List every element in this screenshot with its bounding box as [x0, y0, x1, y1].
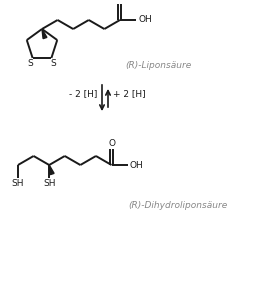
Text: - 2 [H]: - 2 [H]: [68, 89, 97, 98]
Text: (R)-Liponsäure: (R)-Liponsäure: [124, 61, 190, 70]
Text: OH: OH: [129, 160, 143, 170]
Text: SH: SH: [12, 179, 24, 188]
Text: (R)-Dihydroliponsäure: (R)-Dihydroliponsäure: [128, 200, 227, 209]
Polygon shape: [49, 165, 54, 175]
Text: OH: OH: [137, 16, 151, 25]
Text: O: O: [116, 0, 123, 3]
Text: O: O: [108, 138, 115, 147]
Text: SH: SH: [43, 179, 55, 188]
Polygon shape: [42, 29, 47, 39]
Text: S: S: [50, 59, 56, 68]
Text: S: S: [28, 59, 33, 68]
Text: + 2 [H]: + 2 [H]: [113, 89, 145, 98]
